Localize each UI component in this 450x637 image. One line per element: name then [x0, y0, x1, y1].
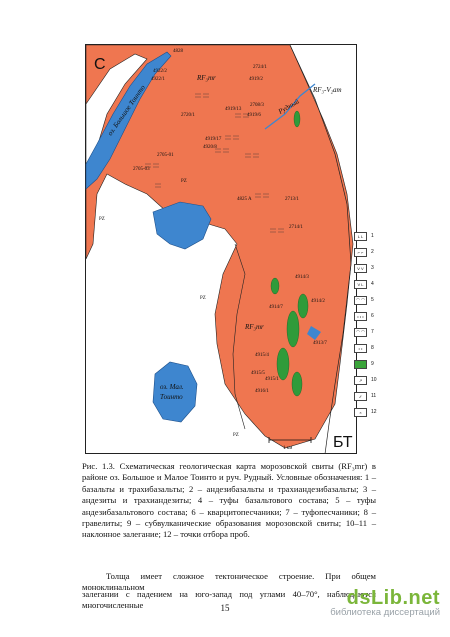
page-number: 15 [220, 603, 230, 613]
sample-label: 4920/8 [203, 145, 217, 150]
map-legend: L L 1 ⌐ ⌐ 2 V V 3 V L 4 ⌒ ⌒ 5 • • • 6 ⌒ ⌒ 7 • • 8 9 ↗ 10 ⁄⁄… [354, 228, 386, 420]
sample-label: 4915/5 [251, 371, 265, 376]
legend-swatch: ⌒ ⌒ [354, 327, 367, 337]
legend-row: V L 4 [354, 276, 386, 292]
sample-label: 2713/1 [285, 197, 299, 202]
sample-label: 2714/1 [289, 225, 303, 230]
scale-bar: 1 км [268, 437, 312, 451]
brand-tagline: библиотека диссертаций [330, 607, 440, 618]
legend-number: 3 [371, 265, 374, 271]
north-label: С [94, 56, 106, 73]
lake-small-label-1: оз. Мал. [160, 383, 184, 391]
sample-label: 4914/2 [311, 299, 325, 304]
legend-row: ⌐ ⌐ 2 [354, 244, 386, 260]
sample-label: 4922/1 [151, 77, 165, 82]
lake-middle [152, 201, 212, 250]
legend-number: 8 [371, 345, 374, 351]
sample-label: 4914/7 [269, 305, 283, 310]
unit-rf-vam-label: RF₃-V₂am [312, 86, 342, 94]
legend-swatch: ↗ [354, 375, 367, 385]
sample-label: 4915/4 [255, 353, 269, 358]
sample-label: 2705-01 [157, 153, 174, 158]
legend-row: V V 3 [354, 260, 386, 276]
sample-label: 4919/17 [205, 137, 222, 142]
figure-caption: Рис. 1.3. Схематическая геологическая ка… [82, 461, 376, 540]
brand-watermark[interactable]: dsLib.net библиотека диссертаций [330, 587, 440, 618]
sample-label: 4913/7 [313, 341, 327, 346]
legend-row: ⌒ ⌒ 7 [354, 324, 386, 340]
legend-row: × 12 [354, 404, 386, 420]
pz-label-4: PZ [233, 433, 239, 438]
legend-row: • • 8 [354, 340, 386, 356]
legend-row: ↗ 10 [354, 372, 386, 388]
legend-swatch: L L [354, 231, 367, 241]
legend-swatch: × [354, 407, 367, 417]
legend-number: 2 [371, 249, 374, 255]
sample-label: 4915/1 [265, 377, 279, 382]
sample-label: 4916/1 [255, 389, 269, 394]
geological-map: С оз. Большое Тоинто оз. Мал. Тоинто Руд… [85, 44, 357, 454]
sample-label: 2705-03 [133, 167, 150, 172]
sample-labels: 4828 4922/2 4922/1 2724/1 4919/2 2708/3 … [133, 49, 327, 394]
scale-label: 1 км [283, 446, 293, 451]
sample-label: 4919/13 [225, 107, 242, 112]
sample-label: 2720/1 [181, 113, 195, 118]
legend-row: ⁄⁄ 11 [354, 388, 386, 404]
legend-number: 10 [371, 377, 377, 383]
sample-label: 2708/3 [250, 103, 264, 108]
legend-number: 1 [371, 233, 374, 239]
legend-swatch [354, 359, 367, 369]
legend-swatch: V L [354, 279, 367, 289]
unit-rf-label-1: RF₃mr [196, 74, 216, 82]
lake-small [152, 361, 198, 423]
pz-label-3: PZ [200, 296, 206, 301]
subvolcanic-body [276, 347, 290, 381]
legend-swatch: ⁄⁄ [354, 391, 367, 401]
legend-swatch: • • [354, 343, 367, 353]
sample-label: 4914/3 [295, 275, 309, 280]
legend-row: ⌒ ⌒ 5 [354, 292, 386, 308]
sample-label: 4919/6 [247, 113, 261, 118]
legend-number: 12 [371, 409, 377, 415]
legend-swatch: ⌐ ⌐ [354, 247, 367, 257]
legend-number: 11 [371, 393, 377, 399]
legend-number: 6 [371, 313, 374, 319]
legend-swatch: V V [354, 263, 367, 273]
rf-unit-area [85, 44, 354, 449]
legend-number: 4 [371, 281, 374, 287]
stream-line [264, 83, 316, 130]
pz-label-1: PZ [181, 179, 187, 184]
corner-label: БТ [333, 434, 353, 451]
legend-number: 9 [371, 361, 374, 367]
legend-swatch: ⌒ ⌒ [354, 295, 367, 305]
subvolcanic-body [297, 293, 309, 319]
hatch-marks [145, 93, 284, 233]
legend-row: L L 1 [354, 228, 386, 244]
sample-label: 4922/2 [153, 69, 167, 74]
legend-row: • • • 6 [354, 308, 386, 324]
legend-number: 5 [371, 297, 374, 303]
unit-rf-label-2: RF₃mr [244, 323, 264, 331]
pz-label-2: PZ [99, 217, 105, 222]
legend-row: 9 [354, 356, 386, 372]
sample-label: 4919/2 [249, 77, 263, 82]
subvolcanic-body [293, 110, 301, 128]
sample-label: 4825 A [237, 197, 252, 202]
body-paragraph: залегании с падением на юго-запад под уг… [82, 589, 376, 611]
sample-label: 4828 [173, 49, 184, 54]
lake-small-label-2: Тоинто [160, 393, 183, 401]
subvolcanic-body [291, 371, 303, 397]
sample-label: 2724/1 [253, 65, 267, 70]
legend-number: 7 [371, 329, 374, 335]
lake-big [85, 51, 172, 190]
legend-swatch: • • • [354, 311, 367, 321]
body-paragraph: Толща имеет сложное тектоническое строен… [82, 571, 376, 593]
brand-name: dsLib.net [346, 587, 440, 609]
subvolcanic-body [270, 277, 280, 295]
subvolcanic-body [286, 310, 300, 348]
